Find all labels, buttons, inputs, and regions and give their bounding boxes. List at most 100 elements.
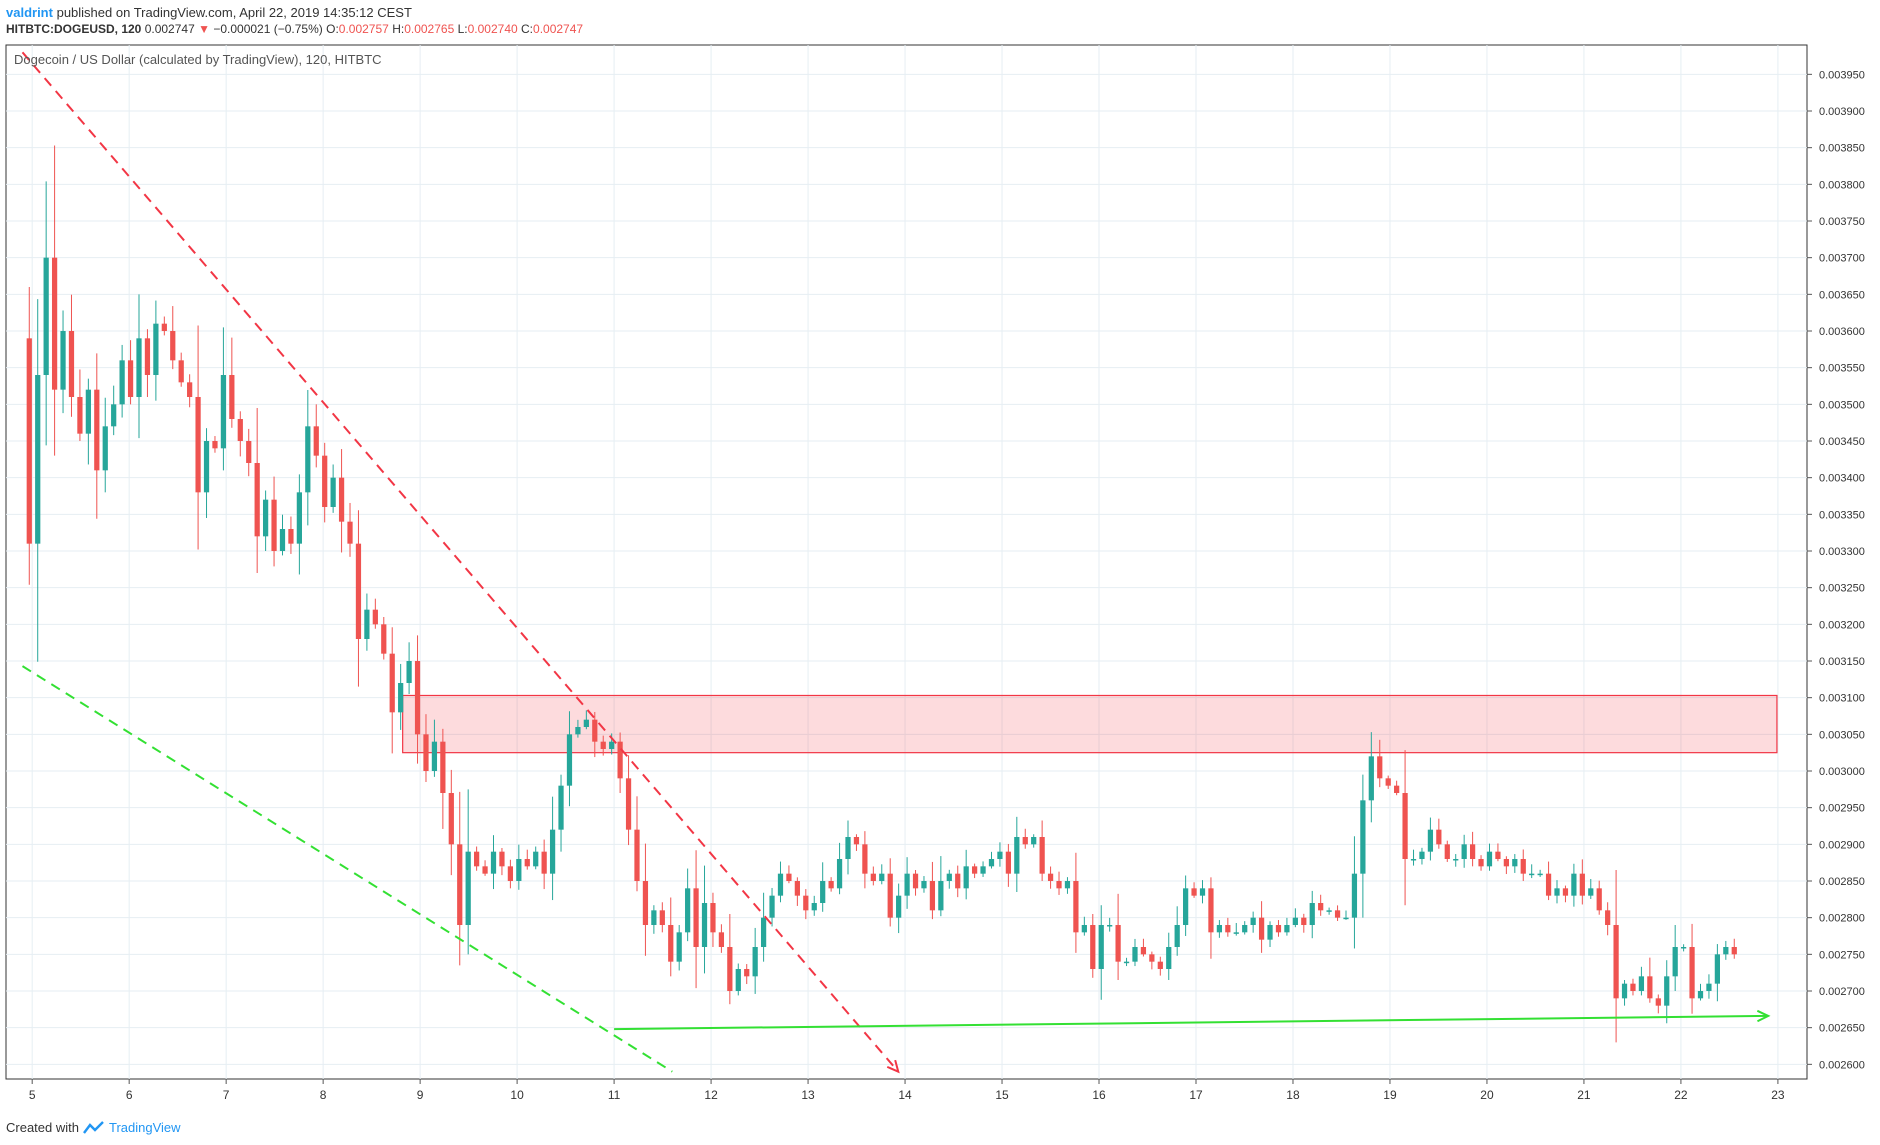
candle[interactable]	[1419, 847, 1425, 865]
candle[interactable]	[1689, 923, 1695, 1014]
candle[interactable]	[879, 864, 885, 885]
candle[interactable]	[1014, 816, 1020, 892]
candle[interactable]	[330, 464, 336, 513]
candle[interactable]	[1225, 917, 1231, 937]
candle[interactable]	[769, 887, 775, 927]
candle[interactable]	[178, 352, 184, 387]
candle[interactable]	[625, 755, 632, 846]
candle[interactable]	[735, 963, 741, 996]
candle[interactable]	[1047, 866, 1054, 889]
candle[interactable]	[1520, 849, 1526, 881]
candle[interactable]	[406, 642, 412, 694]
candle[interactable]	[1461, 834, 1467, 868]
candle[interactable]	[43, 181, 49, 446]
candle[interactable]	[727, 914, 733, 1005]
candle[interactable]	[1579, 859, 1585, 905]
candle[interactable]	[862, 831, 868, 889]
candle[interactable]	[170, 306, 176, 370]
candle[interactable]	[997, 842, 1003, 867]
candle[interactable]	[1486, 843, 1493, 871]
candle[interactable]	[111, 385, 117, 436]
candle[interactable]	[1216, 920, 1223, 938]
candle[interactable]	[364, 593, 370, 651]
candle[interactable]	[1436, 818, 1442, 849]
candle[interactable]	[744, 964, 750, 985]
candle[interactable]	[1208, 877, 1214, 959]
candle[interactable]	[1258, 901, 1265, 953]
candle[interactable]	[94, 353, 100, 519]
candle[interactable]	[1149, 951, 1155, 970]
candle[interactable]	[549, 796, 556, 901]
candle[interactable]	[912, 870, 919, 896]
candle[interactable]	[279, 514, 286, 556]
price-axis[interactable]: 0.002600 0.002650 0.002700 0.002750 0.002800…	[1807, 69, 1865, 1071]
candle[interactable]	[1647, 957, 1653, 1003]
candle[interactable]	[1512, 854, 1518, 873]
candle[interactable]	[1385, 775, 1391, 789]
candle[interactable]	[1157, 956, 1163, 976]
candle[interactable]	[51, 145, 58, 456]
candle[interactable]	[288, 516, 294, 554]
candle[interactable]	[1022, 828, 1028, 849]
candle[interactable]	[305, 390, 311, 526]
candle[interactable]	[1545, 861, 1552, 901]
candle[interactable]	[676, 925, 682, 971]
candle[interactable]	[1199, 880, 1206, 904]
candle[interactable]	[372, 598, 378, 629]
candle[interactable]	[1537, 869, 1543, 877]
candle[interactable]	[1140, 938, 1147, 957]
candle[interactable]	[1410, 849, 1417, 866]
candle[interactable]	[246, 428, 252, 477]
candle[interactable]	[1706, 974, 1712, 999]
candle[interactable]	[1267, 921, 1273, 947]
candle[interactable]	[524, 849, 530, 870]
candle[interactable]	[1351, 836, 1358, 949]
candle[interactable]	[836, 842, 843, 895]
candle[interactable]	[980, 861, 986, 877]
candle[interactable]	[144, 329, 151, 397]
candle[interactable]	[1655, 994, 1661, 1014]
candle[interactable]	[1275, 920, 1282, 937]
candle[interactable]	[77, 369, 83, 442]
candle[interactable]	[558, 774, 564, 852]
candle[interactable]	[685, 868, 691, 942]
plot-area[interactable]	[5, 44, 1808, 1080]
candle[interactable]	[161, 316, 167, 336]
candle[interactable]	[313, 404, 319, 468]
candle[interactable]	[1596, 880, 1602, 915]
candle[interactable]	[760, 892, 767, 962]
candle[interactable]	[938, 856, 944, 917]
candle[interactable]	[870, 866, 876, 886]
candle[interactable]	[431, 719, 438, 777]
candle[interactable]	[490, 835, 497, 890]
candle[interactable]	[1681, 944, 1687, 952]
candle[interactable]	[1107, 917, 1113, 932]
candle[interactable]	[1588, 878, 1594, 899]
candle[interactable]	[1605, 902, 1611, 936]
candle[interactable]	[457, 791, 463, 966]
candle[interactable]	[1250, 911, 1256, 933]
candle[interactable]	[1334, 905, 1341, 921]
candle[interactable]	[1394, 780, 1400, 796]
candle[interactable]	[659, 902, 665, 933]
candle[interactable]	[820, 862, 826, 912]
candle[interactable]	[988, 851, 995, 869]
candle[interactable]	[1343, 910, 1349, 920]
candle[interactable]	[904, 857, 910, 909]
candle[interactable]	[583, 710, 589, 730]
candle[interactable]	[254, 408, 260, 573]
candle[interactable]	[777, 861, 784, 903]
candle[interactable]	[220, 327, 227, 471]
candle[interactable]	[1630, 978, 1636, 996]
candle[interactable]	[786, 865, 792, 884]
candle[interactable]	[1444, 840, 1450, 862]
candle[interactable]	[1503, 856, 1509, 875]
candle[interactable]	[963, 849, 969, 900]
horizontal-support-line[interactable]	[614, 1014, 1769, 1031]
candle[interactable]	[1469, 831, 1476, 867]
candle[interactable]	[929, 861, 936, 920]
candle[interactable]	[1672, 925, 1678, 991]
candle[interactable]	[566, 711, 573, 807]
candle[interactable]	[1664, 960, 1670, 1024]
